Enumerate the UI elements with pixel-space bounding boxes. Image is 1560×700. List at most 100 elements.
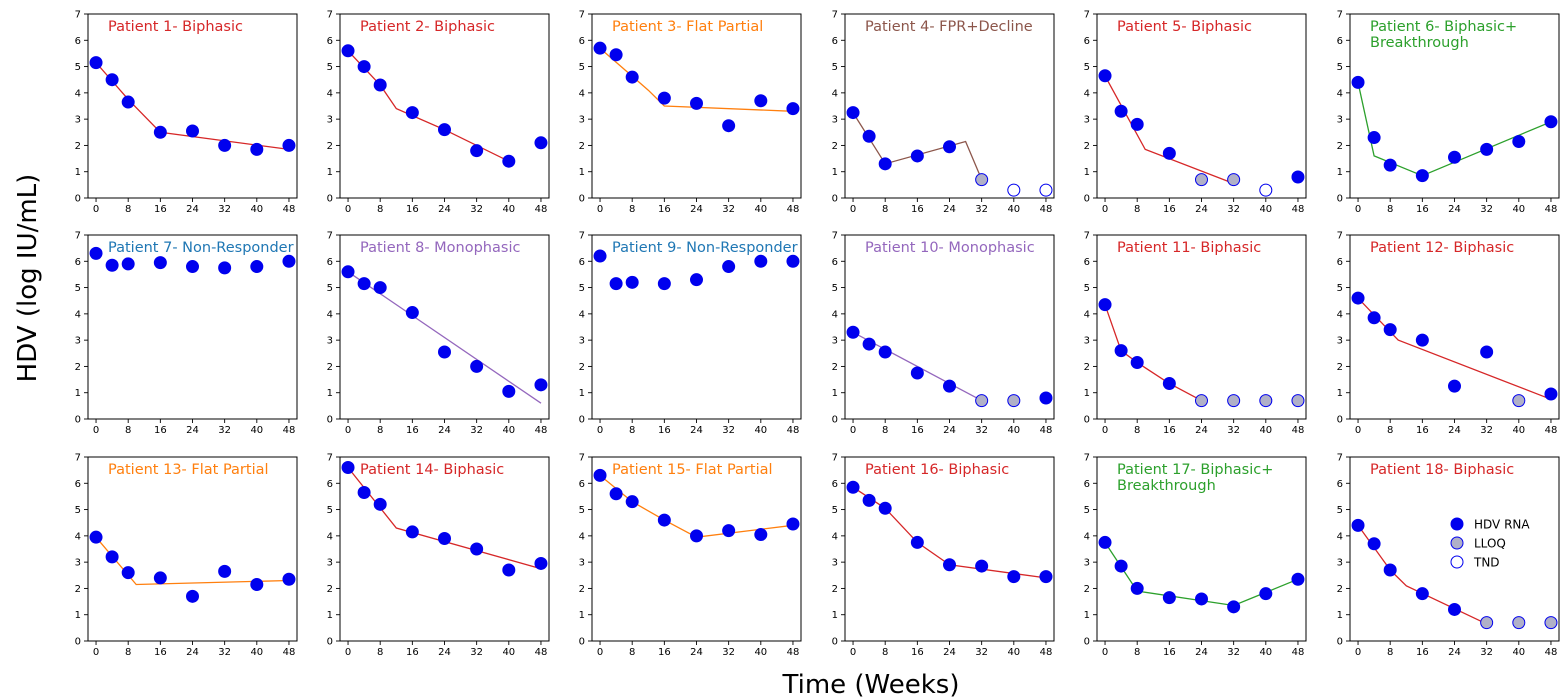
hdv-rna-point xyxy=(1480,142,1494,156)
axes-frame xyxy=(339,456,550,642)
hdv-rna-point xyxy=(625,495,639,509)
hdv-rna-point xyxy=(282,572,296,586)
y-tick-label: 0 xyxy=(579,194,585,205)
y-tick-label: 0 xyxy=(1084,194,1090,205)
x-tick-label: 16 xyxy=(406,425,419,436)
y-tick-label: 6 xyxy=(832,36,838,47)
x-tick-label: 24 xyxy=(1195,204,1208,215)
y-tick-label: 5 xyxy=(579,62,585,73)
y-tick-label: 0 xyxy=(832,637,838,648)
hdv-rna-point xyxy=(1367,537,1381,551)
y-tick-label: 0 xyxy=(75,415,81,426)
y-tick-label: 7 xyxy=(327,453,333,464)
x-tick-label: 48 xyxy=(1292,204,1305,215)
x-tick-label: 0 xyxy=(93,425,99,436)
x-tick-label: 0 xyxy=(345,647,351,658)
y-tick-label: 7 xyxy=(832,10,838,21)
hdv-rna-point xyxy=(89,56,103,70)
lloq-point xyxy=(975,173,989,187)
fit-line xyxy=(347,50,510,162)
x-tick-label: 32 xyxy=(218,204,231,215)
hdv-rna-point xyxy=(1383,563,1397,577)
axes-frame xyxy=(1349,13,1560,199)
panel-title: Patient 14- Biphasic xyxy=(360,462,504,478)
hdv-rna-point xyxy=(878,501,892,515)
y-tick-label: 5 xyxy=(1337,62,1343,73)
y-tick-label: 7 xyxy=(832,453,838,464)
hdv-rna-point xyxy=(438,123,451,137)
hdv-rna-point xyxy=(373,78,387,92)
y-tick-label: 3 xyxy=(1337,336,1343,347)
panel-6: 0 1 2 3 4 5 6 7 0 8 16 24 32 40 48 Patient 6- Biphasic+… xyxy=(1337,10,1560,215)
y-tick-label: 3 xyxy=(832,115,838,126)
panel-11: 0 1 2 3 4 5 6 7 0 8 16 24 32 40 48 Patient 11- Biphasic xyxy=(1084,231,1307,436)
y-tick-label: 2 xyxy=(1337,584,1343,595)
y-tick-label: 7 xyxy=(75,231,81,242)
hdv-rna-point xyxy=(625,70,639,84)
lloq-point xyxy=(1195,394,1208,408)
y-tick-label: 4 xyxy=(75,88,81,99)
x-tick-label: 24 xyxy=(1448,204,1461,215)
legend: HDV RNA LLOQ TND xyxy=(1450,517,1530,570)
hdv-rna-point xyxy=(593,41,607,55)
hdv-rna-point xyxy=(218,261,232,275)
x-tick-label: 16 xyxy=(154,647,167,658)
x-tick-label: 32 xyxy=(470,425,483,436)
y-tick-label: 7 xyxy=(1337,453,1343,464)
hdv-rna-point xyxy=(121,95,135,109)
hdv-rna-point xyxy=(470,359,484,373)
hdv-rna-point xyxy=(121,257,135,271)
x-tick-label: 0 xyxy=(1355,647,1361,658)
x-tick-label: 16 xyxy=(911,425,924,436)
panel-title-line: Patient 13- Flat Partial xyxy=(108,462,269,478)
x-tick-label: 0 xyxy=(1355,425,1361,436)
y-tick-label: 1 xyxy=(579,167,585,178)
x-tick-label: 48 xyxy=(787,425,800,436)
hdv-rna-point xyxy=(754,254,768,268)
panel-title-line: Patient 8- Monophasic xyxy=(360,240,520,256)
y-tick-label: 2 xyxy=(579,584,585,595)
fit-line xyxy=(852,112,983,180)
hdv-rna-point xyxy=(105,73,119,87)
hdv-rna-point xyxy=(89,530,103,544)
hdv-rna-point xyxy=(1114,104,1128,118)
axes-frame xyxy=(1096,234,1307,420)
panel-9: 0 1 2 3 4 5 6 7 0 8 16 24 32 40 48 Patient 9- Non-Respo… xyxy=(579,231,802,436)
y-tick-label: 1 xyxy=(75,388,81,399)
panel-title: Patient 12- Biphasic xyxy=(1370,240,1514,256)
hdv-rna-point xyxy=(1480,345,1494,359)
x-tick-label: 24 xyxy=(943,204,956,215)
y-tick-label: 0 xyxy=(832,415,838,426)
y-tick-label: 6 xyxy=(1084,257,1090,268)
hdv-rna-point xyxy=(502,563,516,577)
hdv-rna-point xyxy=(862,493,876,507)
y-tick-label: 1 xyxy=(75,167,81,178)
y-tick-label: 4 xyxy=(75,531,81,542)
y-tick-label: 3 xyxy=(75,115,81,126)
x-tick-label: 32 xyxy=(975,647,988,658)
y-tick-label: 7 xyxy=(579,453,585,464)
x-tick-label: 0 xyxy=(597,647,603,658)
hdv-rna-point xyxy=(754,94,768,108)
y-tick-label: 2 xyxy=(1337,141,1343,152)
hdv-rna-point xyxy=(846,480,860,494)
panel-title-line: Patient 4- FPR+Decline xyxy=(865,19,1033,35)
x-tick-label: 48 xyxy=(1292,425,1305,436)
panel-title: Patient 9- Non-Responder xyxy=(612,240,798,256)
x-tick-label: 40 xyxy=(502,647,515,658)
x-tick-label: 32 xyxy=(975,204,988,215)
panel-title: Patient 3- Flat Partial xyxy=(612,19,763,35)
panel-18: 0 1 2 3 4 5 6 7 0 8 16 24 32 40 48 Patient 18- Biphasic xyxy=(1337,453,1560,658)
y-tick-label: 0 xyxy=(1084,637,1090,648)
hdv-rna-point xyxy=(1130,117,1144,131)
y-tick-label: 7 xyxy=(327,10,333,21)
x-tick-label: 24 xyxy=(943,425,956,436)
x-tick-label: 0 xyxy=(345,204,351,215)
x-tick-label: 48 xyxy=(1545,204,1558,215)
x-tick-label: 16 xyxy=(1163,425,1176,436)
axes-frame xyxy=(844,234,1055,420)
axes-frame xyxy=(1349,456,1560,642)
y-tick-label: 3 xyxy=(1084,336,1090,347)
panel-15: 0 1 2 3 4 5 6 7 0 8 16 24 32 40 48 Patient 15- Flat Par… xyxy=(579,453,802,658)
y-tick-label: 1 xyxy=(1337,388,1343,399)
